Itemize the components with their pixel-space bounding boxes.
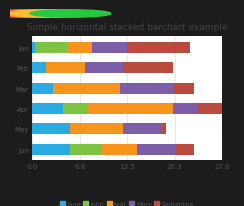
- Bar: [176, 144, 194, 155]
- Legend: Jane, John, Axel, Mary, Samantha: Jane, John, Axel, Mary, Samantha: [58, 198, 196, 206]
- Bar: [67, 43, 92, 54]
- Title: Simple horizontal stacked barchart example: Simple horizontal stacked barchart examp…: [27, 23, 227, 32]
- Bar: [173, 83, 194, 94]
- Bar: [35, 43, 67, 54]
- Bar: [102, 144, 137, 155]
- Circle shape: [8, 11, 88, 18]
- Circle shape: [0, 11, 66, 18]
- Bar: [63, 103, 88, 115]
- Bar: [71, 144, 102, 155]
- Bar: [32, 83, 53, 94]
- Bar: [123, 124, 162, 135]
- Bar: [32, 103, 63, 115]
- Bar: [32, 63, 46, 74]
- Bar: [137, 144, 176, 155]
- Bar: [32, 43, 35, 54]
- Bar: [173, 103, 197, 115]
- Bar: [162, 124, 166, 135]
- Bar: [127, 43, 190, 54]
- Circle shape: [30, 11, 111, 18]
- Bar: [120, 83, 173, 94]
- Bar: [32, 124, 71, 135]
- Bar: [71, 124, 123, 135]
- Bar: [88, 103, 173, 115]
- Bar: [197, 103, 222, 115]
- Bar: [46, 63, 85, 74]
- Bar: [85, 63, 123, 74]
- Bar: [53, 83, 120, 94]
- Bar: [92, 43, 127, 54]
- Bar: [123, 63, 173, 74]
- Bar: [32, 144, 71, 155]
